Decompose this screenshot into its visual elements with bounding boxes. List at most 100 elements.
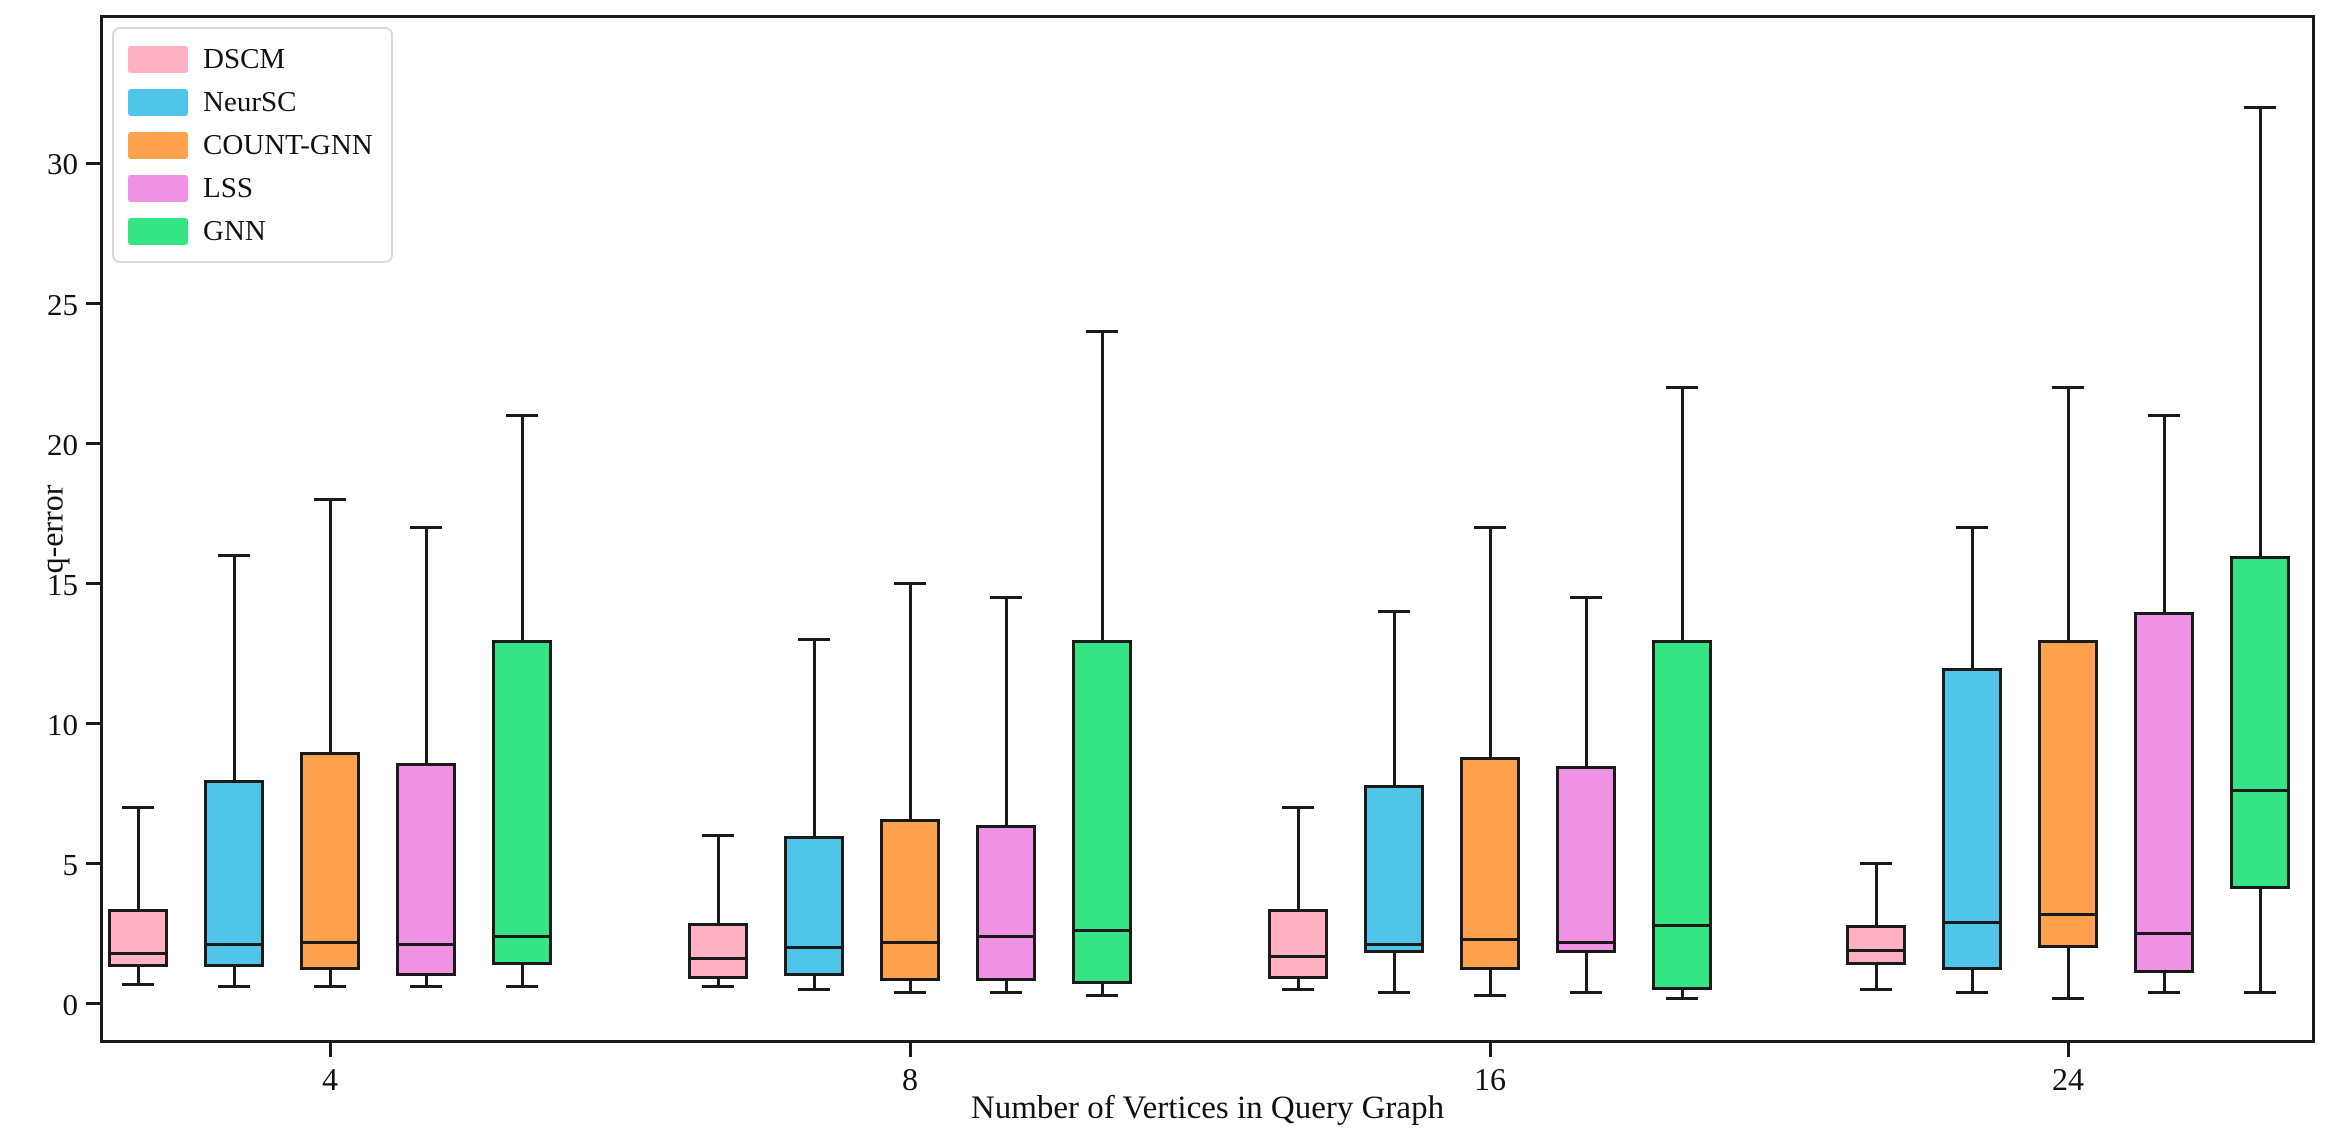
y-tick-mark	[86, 862, 100, 866]
y-tick-label: 15	[47, 566, 78, 602]
legend-swatch-icon	[128, 217, 188, 245]
box-dscm-4	[108, 908, 168, 968]
box-dscm-24	[1846, 925, 1906, 965]
box-gnn-4-median	[492, 935, 552, 939]
box-lss-24-median	[2134, 932, 2194, 936]
box-count-gnn-8	[880, 818, 940, 982]
box-gnn-8-lower-whisker	[1100, 984, 1104, 996]
box-count-gnn-8-lower-cap	[894, 991, 926, 995]
legend-swatch-icon	[128, 174, 188, 202]
box-lss-8-median	[976, 935, 1036, 939]
box-lss-16-lower-whisker	[1584, 953, 1588, 993]
box-neursc-16-upper-cap	[1378, 610, 1410, 614]
legend-label: LSS	[203, 171, 253, 204]
box-dscm-16-upper-whisker	[1296, 807, 1300, 909]
box-neursc-16-median	[1364, 943, 1424, 947]
box-count-gnn-16	[1460, 757, 1520, 971]
box-neursc-8-lower-cap	[798, 988, 830, 992]
box-neursc-4-median	[204, 943, 264, 947]
box-gnn-24-lower-whisker	[2258, 888, 2262, 993]
box-count-gnn-24-upper-whisker	[2066, 387, 2070, 640]
legend-swatch-icon	[128, 131, 188, 159]
x-tick-label: 8	[902, 1061, 918, 1097]
box-dscm-4-lower-whisker	[136, 967, 140, 985]
legend-swatch-icon	[128, 88, 188, 116]
box-gnn-4-lower-whisker	[520, 964, 524, 987]
box-count-gnn-16-upper-whisker	[1488, 527, 1492, 758]
box-count-gnn-4-lower-whisker	[328, 970, 332, 987]
box-neursc-16-lower-cap	[1378, 991, 1410, 995]
legend-item-gnn: GNN	[128, 213, 373, 249]
box-neursc-24	[1942, 667, 2002, 971]
box-neursc-16-upper-whisker	[1392, 611, 1396, 786]
box-lss-16-upper-whisker	[1584, 597, 1588, 766]
box-neursc-16	[1364, 785, 1424, 954]
box-gnn-24-upper-cap	[2244, 105, 2276, 109]
legend-item-neursc: NeurSC	[128, 84, 373, 120]
box-dscm-4-upper-whisker	[136, 807, 140, 909]
box-gnn-24-upper-whisker	[2258, 107, 2262, 556]
box-count-gnn-4-upper-whisker	[328, 499, 332, 752]
box-gnn-16	[1652, 639, 1712, 990]
legend-label: COUNT-GNN	[203, 128, 373, 161]
x-tick-label: 24	[2052, 1061, 2084, 1097]
box-dscm-16-lower-cap	[1282, 988, 1314, 992]
box-dscm-16-lower-whisker	[1296, 978, 1300, 990]
x-axis-label: Number of Vertices in Query Graph	[970, 1090, 1445, 1126]
y-tick-label: 10	[47, 706, 78, 742]
box-count-gnn-24-lower-whisker	[2066, 947, 2070, 999]
box-count-gnn-16-median	[1460, 937, 1520, 941]
box-count-gnn-24-upper-cap	[2052, 386, 2084, 390]
box-gnn-24-lower-cap	[2244, 991, 2276, 995]
box-neursc-4-lower-whisker	[232, 967, 236, 987]
box-dscm-24-upper-whisker	[1874, 863, 1878, 926]
box-gnn-16-upper-whisker	[1680, 387, 1684, 640]
box-lss-24-lower-whisker	[2162, 972, 2166, 993]
box-neursc-4-upper-cap	[218, 554, 250, 558]
box-gnn-16-lower-cap	[1666, 996, 1698, 1000]
y-tick-label: 20	[47, 426, 78, 462]
box-count-gnn-8-median	[880, 940, 940, 944]
box-count-gnn-24-median	[2038, 912, 2098, 916]
box-neursc-24-lower-cap	[1956, 991, 1988, 995]
box-dscm-4-lower-cap	[122, 982, 154, 986]
box-count-gnn-4	[300, 751, 360, 971]
box-lss-24	[2134, 611, 2194, 973]
box-count-gnn-24	[2038, 639, 2098, 948]
y-tick-mark	[86, 302, 100, 305]
box-dscm-16	[1268, 908, 1328, 979]
box-lss-16	[1556, 765, 1616, 954]
box-neursc-24-lower-whisker	[1970, 970, 1974, 993]
x-tick-mark	[2066, 1043, 2070, 1057]
x-tick-mark	[328, 1043, 332, 1057]
box-lss-24-upper-whisker	[2162, 415, 2166, 612]
box-count-gnn-16-upper-cap	[1474, 526, 1506, 530]
box-count-gnn-4-upper-cap	[314, 498, 346, 502]
box-dscm-8-upper-whisker	[716, 835, 720, 923]
y-tick-label: 0	[62, 986, 79, 1022]
box-neursc-16-lower-whisker	[1392, 953, 1396, 993]
box-neursc-8-upper-whisker	[812, 639, 816, 836]
y-tick-mark	[86, 442, 100, 446]
box-neursc-24-median	[1942, 921, 2002, 925]
legend-item-dscm: DSCM	[128, 41, 373, 77]
box-lss-8	[976, 824, 1036, 982]
box-lss-16-lower-cap	[1570, 991, 1602, 995]
box-neursc-8-upper-cap	[798, 638, 830, 642]
box-dscm-16-median	[1268, 954, 1328, 958]
box-count-gnn-4-lower-cap	[314, 985, 346, 989]
box-lss-4-lower-whisker	[424, 975, 428, 987]
box-gnn-16-lower-whisker	[1680, 989, 1684, 999]
box-count-gnn-8-lower-whisker	[908, 981, 912, 993]
y-tick-label: 30	[47, 146, 78, 182]
legend-label: DSCM	[203, 42, 286, 75]
box-gnn-4-upper-whisker	[520, 415, 524, 640]
box-count-gnn-8-upper-whisker	[908, 583, 912, 819]
box-neursc-8-median	[784, 946, 844, 950]
y-tick-label: 25	[47, 286, 78, 322]
box-lss-4-median	[396, 943, 456, 947]
box-lss-4-lower-cap	[410, 985, 442, 989]
legend-item-lss: LSS	[128, 170, 373, 206]
x-tick-mark	[908, 1043, 912, 1057]
box-neursc-4-upper-whisker	[232, 555, 236, 780]
